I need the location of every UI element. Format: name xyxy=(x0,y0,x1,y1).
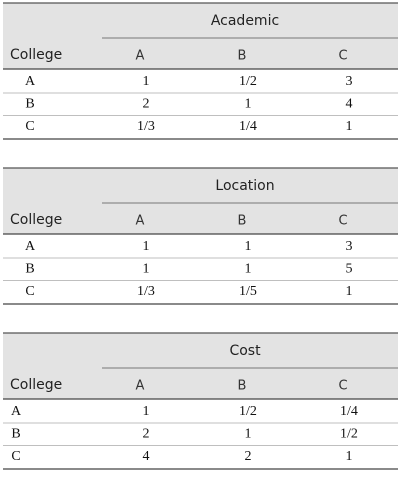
cell: 4 xyxy=(346,97,353,112)
column-header: C xyxy=(338,49,347,64)
cell: 1 xyxy=(346,119,353,134)
column-header: B xyxy=(238,379,247,394)
cell: 1 xyxy=(143,404,150,419)
cell: 1 xyxy=(143,74,150,89)
header-background xyxy=(3,3,398,69)
column-header: C xyxy=(338,379,347,394)
cell: 3 xyxy=(346,74,353,89)
table-title: Cost xyxy=(229,343,261,359)
cell: 5 xyxy=(346,262,353,277)
row-label: A xyxy=(25,239,36,254)
column-header: A xyxy=(136,379,145,394)
row-label: A xyxy=(25,74,36,89)
row-label: C xyxy=(25,119,34,134)
corner-label: College xyxy=(10,212,62,228)
cell: 1/3 xyxy=(137,119,155,134)
cell: 1 xyxy=(245,262,252,277)
cell: 2 xyxy=(143,97,150,112)
cell: 2 xyxy=(143,427,150,442)
column-header: C xyxy=(338,214,347,229)
table-title: Academic xyxy=(211,13,279,29)
cell: 1/2 xyxy=(340,427,358,442)
corner-label: College xyxy=(10,377,62,393)
cell: 1 xyxy=(143,239,150,254)
row-label: C xyxy=(25,284,34,299)
row-label: C xyxy=(11,449,20,464)
cell: 1/2 xyxy=(239,74,257,89)
header-background xyxy=(3,168,398,234)
row-label: A xyxy=(11,404,22,419)
cell: 1 xyxy=(245,239,252,254)
row-label: B xyxy=(11,427,20,442)
row-label: B xyxy=(25,262,34,277)
cell: 1/5 xyxy=(239,284,257,299)
cell: 3 xyxy=(346,239,353,254)
column-header: B xyxy=(238,214,247,229)
column-header: A xyxy=(136,214,145,229)
corner-label: College xyxy=(10,47,62,63)
cell: 1/4 xyxy=(239,119,257,134)
cell: 1 xyxy=(143,262,150,277)
column-header: A xyxy=(136,49,145,64)
table-title: Location xyxy=(215,178,274,194)
row-label: B xyxy=(25,97,34,112)
cell: 2 xyxy=(245,449,252,464)
cell: 4 xyxy=(143,449,150,464)
cell: 1 xyxy=(245,427,252,442)
cell: 1/2 xyxy=(239,404,257,419)
column-header: B xyxy=(238,49,247,64)
cell: 1 xyxy=(245,97,252,112)
header-background xyxy=(3,333,398,399)
cell: 1 xyxy=(346,449,353,464)
cell: 1 xyxy=(346,284,353,299)
cell: 1/4 xyxy=(340,404,358,419)
cell: 1/3 xyxy=(137,284,155,299)
